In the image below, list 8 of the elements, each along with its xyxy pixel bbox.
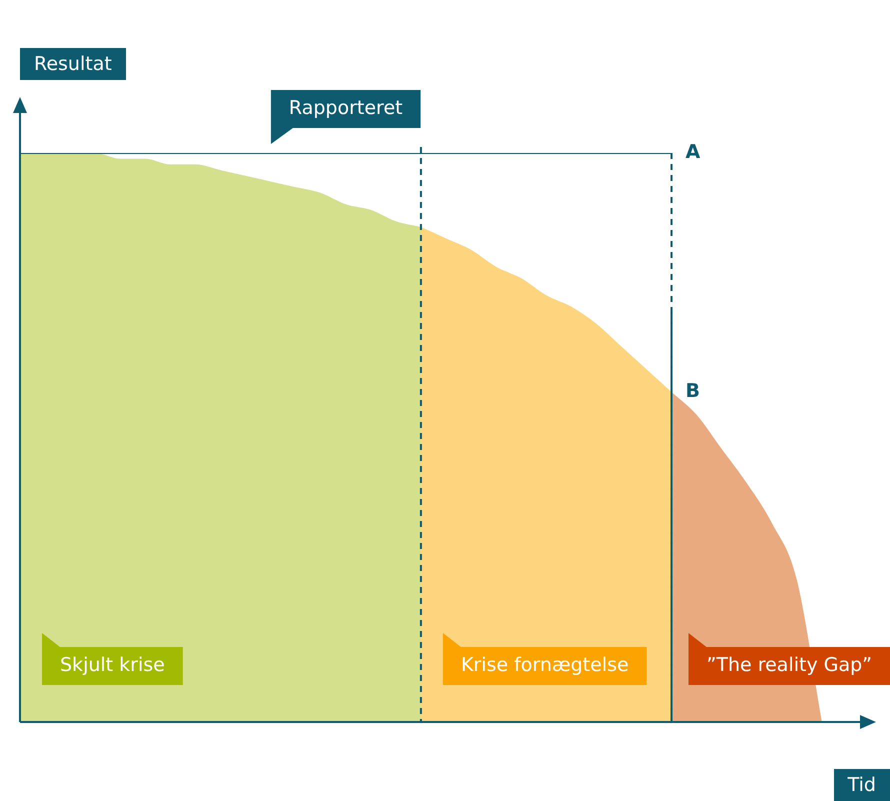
y-axis-title: Resultat: [20, 48, 126, 80]
series-label: Skjult krise: [60, 654, 165, 676]
series-label: Rapporteret: [288, 96, 403, 119]
annotation: A: [686, 140, 701, 163]
series-label: Krise fornægtelse: [460, 654, 629, 676]
annotation: B: [686, 380, 700, 402]
series-label: ”The reality Gap”: [706, 654, 872, 676]
x-axis-title: Tid: [834, 769, 890, 801]
